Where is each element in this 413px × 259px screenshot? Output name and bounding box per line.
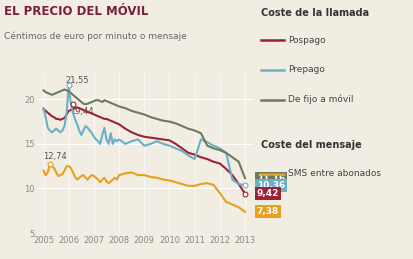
Text: SMS entre abonados: SMS entre abonados bbox=[287, 169, 380, 178]
Text: 19,44: 19,44 bbox=[70, 107, 93, 116]
Text: 9,42: 9,42 bbox=[256, 189, 278, 198]
Text: Pospago: Pospago bbox=[287, 36, 325, 45]
Text: 11,16: 11,16 bbox=[256, 174, 285, 183]
Text: De fijo a móvil: De fijo a móvil bbox=[287, 95, 352, 104]
Text: 10,36: 10,36 bbox=[256, 181, 285, 190]
Text: Prepago: Prepago bbox=[287, 66, 324, 74]
Text: 21,55: 21,55 bbox=[65, 76, 88, 85]
Text: EL PRECIO DEL MÓVIL: EL PRECIO DEL MÓVIL bbox=[4, 5, 148, 18]
Text: 12,74: 12,74 bbox=[43, 152, 67, 161]
Text: Coste de la llamada: Coste de la llamada bbox=[260, 8, 368, 18]
Text: Coste del mensaje: Coste del mensaje bbox=[260, 140, 361, 150]
Text: Céntimos de euro por minuto o mensaje: Céntimos de euro por minuto o mensaje bbox=[4, 31, 186, 41]
Text: 7,38: 7,38 bbox=[256, 207, 278, 216]
